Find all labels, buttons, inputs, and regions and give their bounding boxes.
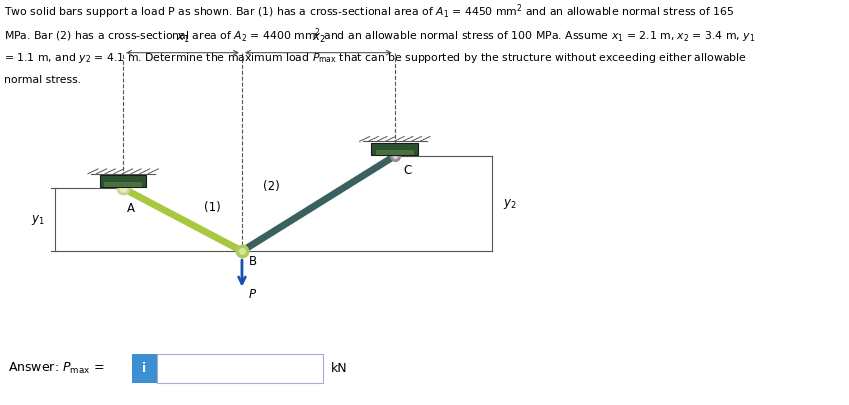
Text: (1): (1): [204, 200, 221, 214]
Bar: [132, 354, 157, 383]
Text: normal stress.: normal stress.: [4, 75, 82, 85]
Text: C: C: [403, 164, 412, 177]
Text: Answer: $P_{\mathrm{max}}$ =: Answer: $P_{\mathrm{max}}$ =: [8, 361, 105, 376]
Text: (2): (2): [263, 180, 280, 194]
Text: $y_1$: $y_1$: [31, 213, 45, 227]
Bar: [371, 143, 418, 155]
Text: B: B: [249, 255, 257, 268]
Bar: [375, 150, 413, 155]
Text: kN: kN: [331, 362, 348, 375]
Text: = 1.1 m, and $y_2$ = 4.1 m. Determine the maximum load $P_{\mathrm{max}}$ that c: = 1.1 m, and $y_2$ = 4.1 m. Determine th…: [4, 51, 747, 65]
Text: $x_1$: $x_1$: [176, 32, 189, 45]
Bar: [99, 175, 146, 187]
Text: $y_2$: $y_2$: [503, 196, 516, 211]
Text: $x_2$: $x_2$: [312, 32, 325, 45]
Bar: [157, 354, 323, 383]
Text: A: A: [127, 202, 135, 215]
Bar: [104, 182, 142, 187]
Text: P: P: [249, 288, 256, 301]
Text: i: i: [143, 362, 146, 375]
Text: MPa. Bar (2) has a cross-sectional area of $A_2$ = 4400 mm$^2$ and an allowable : MPa. Bar (2) has a cross-sectional area …: [4, 26, 756, 45]
Text: Two solid bars support a load P as shown. Bar (1) has a cross-sectional area of : Two solid bars support a load P as shown…: [4, 2, 734, 21]
